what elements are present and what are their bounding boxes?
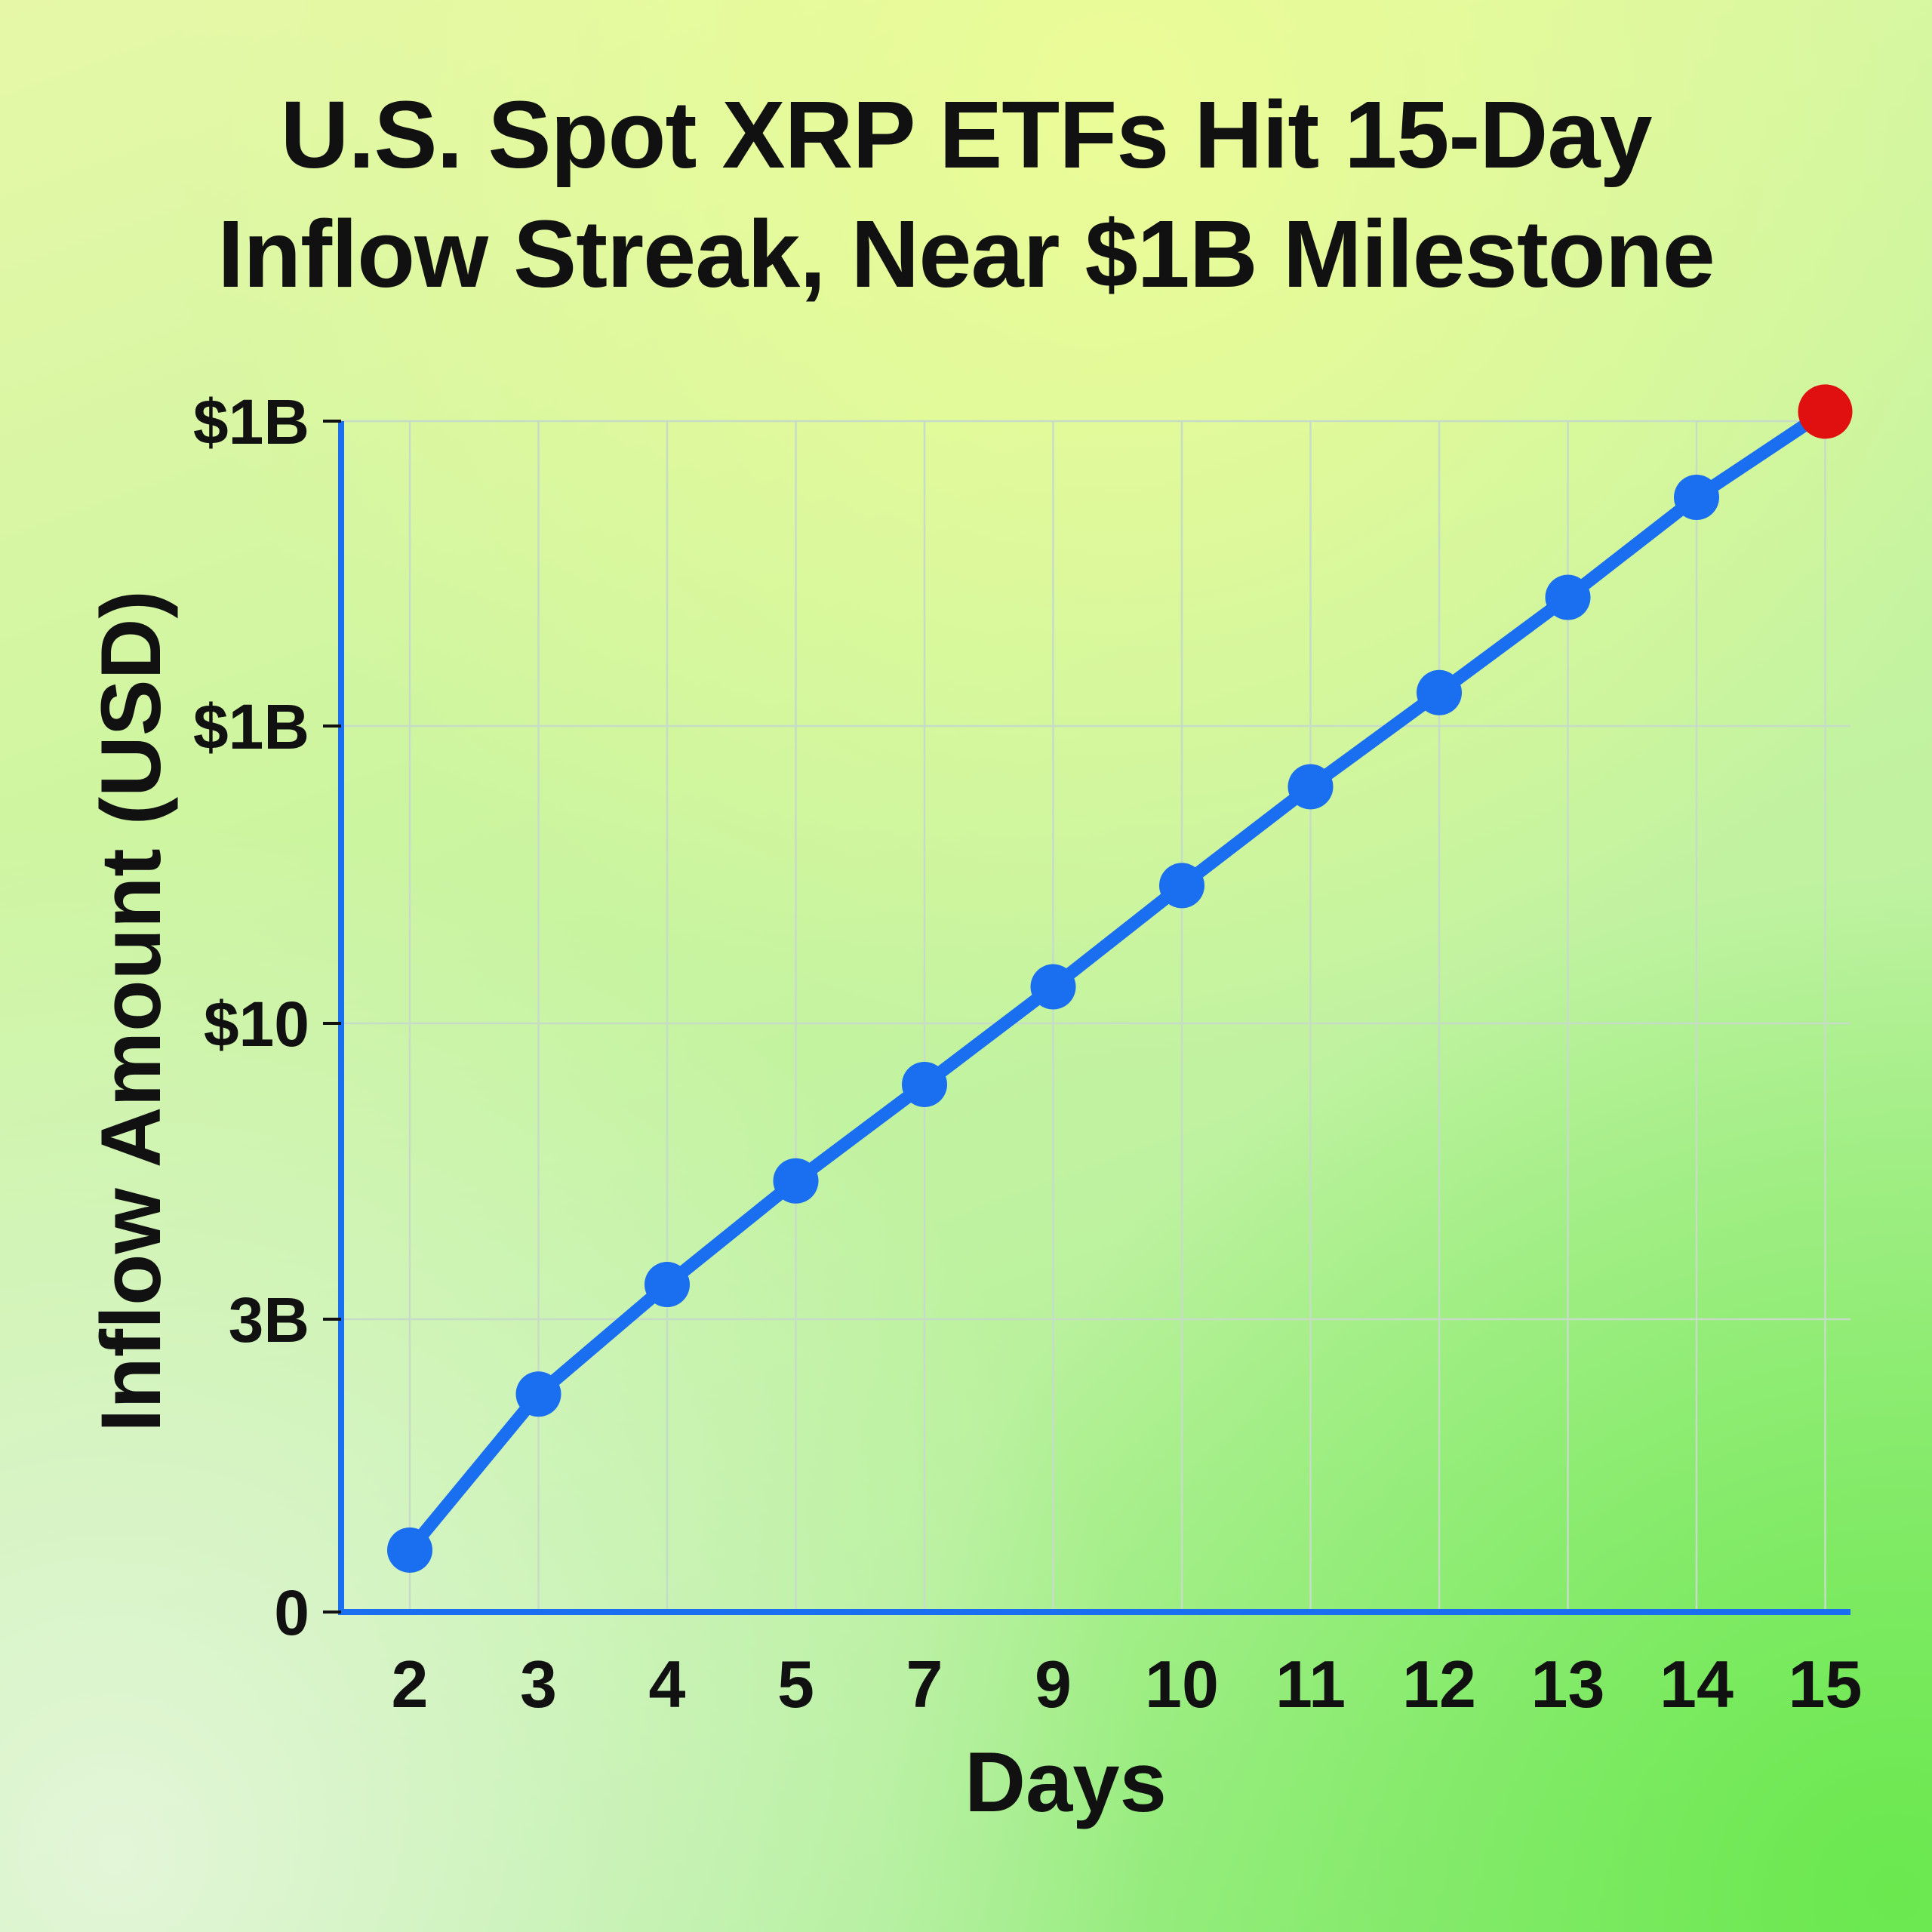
y-tick-label: 3B: [229, 1284, 309, 1355]
x-axis-title: Days: [964, 1735, 1167, 1829]
x-tick-label: 3: [520, 1647, 557, 1721]
series-line: [403, 405, 1832, 1557]
data-point: [1674, 474, 1719, 520]
data-point: [1159, 863, 1204, 909]
x-tick-label: 9: [1035, 1647, 1072, 1721]
x-tick-label: 10: [1145, 1647, 1219, 1721]
x-tick-label: 12: [1402, 1647, 1476, 1721]
chart-title-line-1: U.S. Spot XRP ETFs Hit 15-Day: [280, 82, 1652, 188]
x-tick-label: 13: [1531, 1647, 1605, 1721]
x-tick-label: 15: [1789, 1647, 1863, 1721]
axes: [323, 420, 1850, 1615]
series: [387, 384, 1853, 1573]
data-point: [902, 1061, 947, 1107]
x-tick-label: 11: [1275, 1647, 1346, 1721]
x-tick-label: 7: [906, 1647, 943, 1721]
x-tick-label: 4: [649, 1647, 686, 1721]
data-point: [515, 1371, 561, 1417]
data-point: [1545, 574, 1591, 620]
y-axis-title: Inflow Amount (USD): [84, 590, 178, 1432]
chart-title: U.S. Spot XRP ETFs Hit 15-Day Inflow Str…: [0, 75, 1932, 314]
x-tick-label: 14: [1660, 1647, 1734, 1721]
x-tick-label: 2: [392, 1647, 429, 1721]
data-point: [1417, 669, 1462, 715]
data-point: [773, 1158, 819, 1204]
data-point: [645, 1262, 690, 1308]
data-point: [1287, 764, 1334, 810]
chart-title-line-2: Inflow Streak, Near $1B Milestone: [217, 201, 1715, 307]
y-tick-label: $10: [204, 989, 309, 1060]
y-tick-label: $1B: [193, 386, 309, 457]
y-tick-label: $1B: [193, 691, 309, 762]
x-tick-label: 5: [777, 1647, 814, 1721]
tick-labels: 0 3B $10 $1B $1B 2 3 4 5 7 9 10 11 12 13 14 15: [193, 386, 1863, 1721]
y-tick-label: 0: [274, 1577, 309, 1648]
data-point-highlight: [1798, 384, 1853, 439]
grid-lines: [341, 420, 1850, 1614]
data-point: [387, 1527, 432, 1573]
data-point: [1030, 964, 1076, 1010]
